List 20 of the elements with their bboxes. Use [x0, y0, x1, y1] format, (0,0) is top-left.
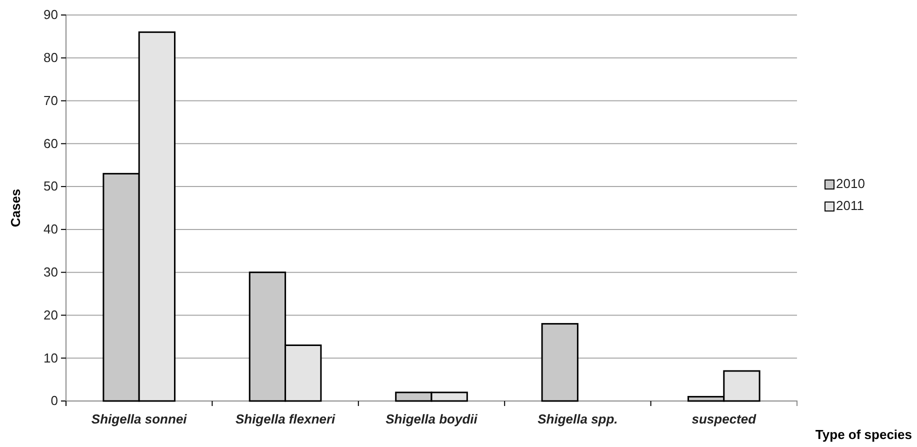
x-tick-label: Shigella spp.: [538, 411, 618, 426]
y-tick-label: 40: [44, 222, 58, 237]
y-tick-label: 90: [44, 7, 58, 22]
x-tick-label: Shigella flexneri: [235, 411, 336, 426]
y-tick-label: 20: [44, 307, 58, 322]
x-tick-label: Shigella boydii: [386, 411, 478, 426]
y-tick-label: 80: [44, 50, 58, 66]
y-axis-title: Cases: [8, 188, 23, 228]
x-axis-title: Type of species: [815, 427, 912, 442]
y-tick-label: 0: [50, 393, 58, 408]
bar: [541, 323, 578, 402]
y-tick-label: 30: [44, 264, 58, 280]
y-tick-label: 10: [44, 350, 58, 366]
x-tick-label: suspected: [692, 411, 758, 426]
y-tick-label: 70: [44, 92, 58, 108]
legend-label: 2011: [836, 198, 864, 213]
y-tick-label: 60: [44, 136, 58, 151]
y-tick-label: 50: [44, 178, 58, 194]
x-tick-label: Shigella sonnei: [91, 411, 188, 426]
legend-label: 2010: [836, 176, 865, 191]
